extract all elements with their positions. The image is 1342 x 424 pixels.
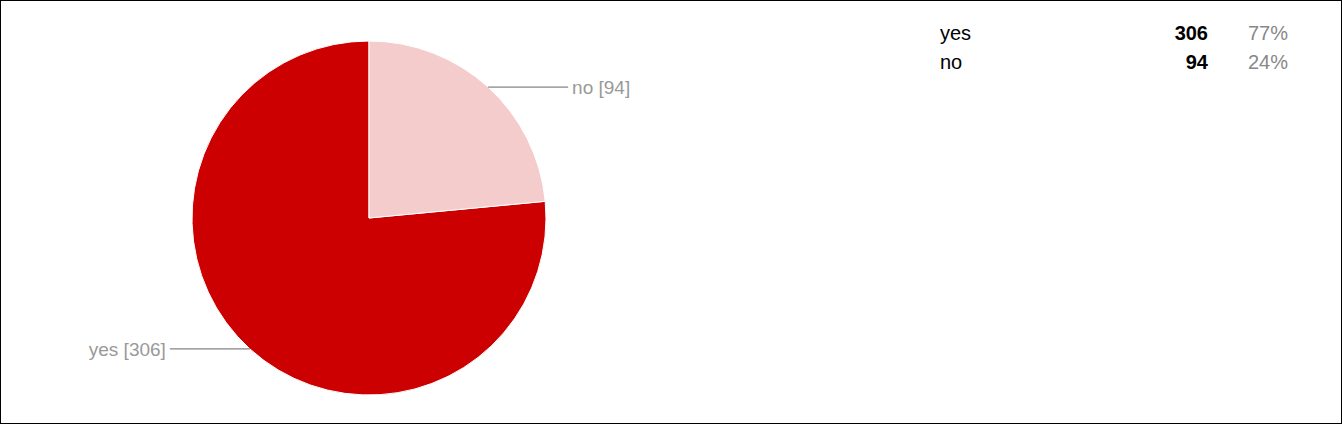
frame [1,1,1342,424]
legend-percentage: 24% [1248,51,1288,73]
leader-line [488,87,568,88]
pie [192,41,546,395]
pie-slice [192,41,546,395]
pie-slice [369,41,545,218]
slice-labels: yes [306] no [94] [89,77,630,360]
legend-category: yes [940,22,971,44]
slice-label: yes [306] [89,339,166,360]
legend-value: 306 [1175,22,1208,44]
legend-percentage: 77% [1248,22,1288,44]
leader-line [170,348,250,349]
chart: yes [306] no [94] yes 306 77% no 94 24% [0,0,1342,424]
slice-label: no [94] [572,77,630,98]
legend-table: yes 306 77% no 94 24% [940,22,1288,73]
slices [192,41,546,395]
legend-category: no [940,51,962,73]
legend-value: 94 [1186,51,1209,73]
